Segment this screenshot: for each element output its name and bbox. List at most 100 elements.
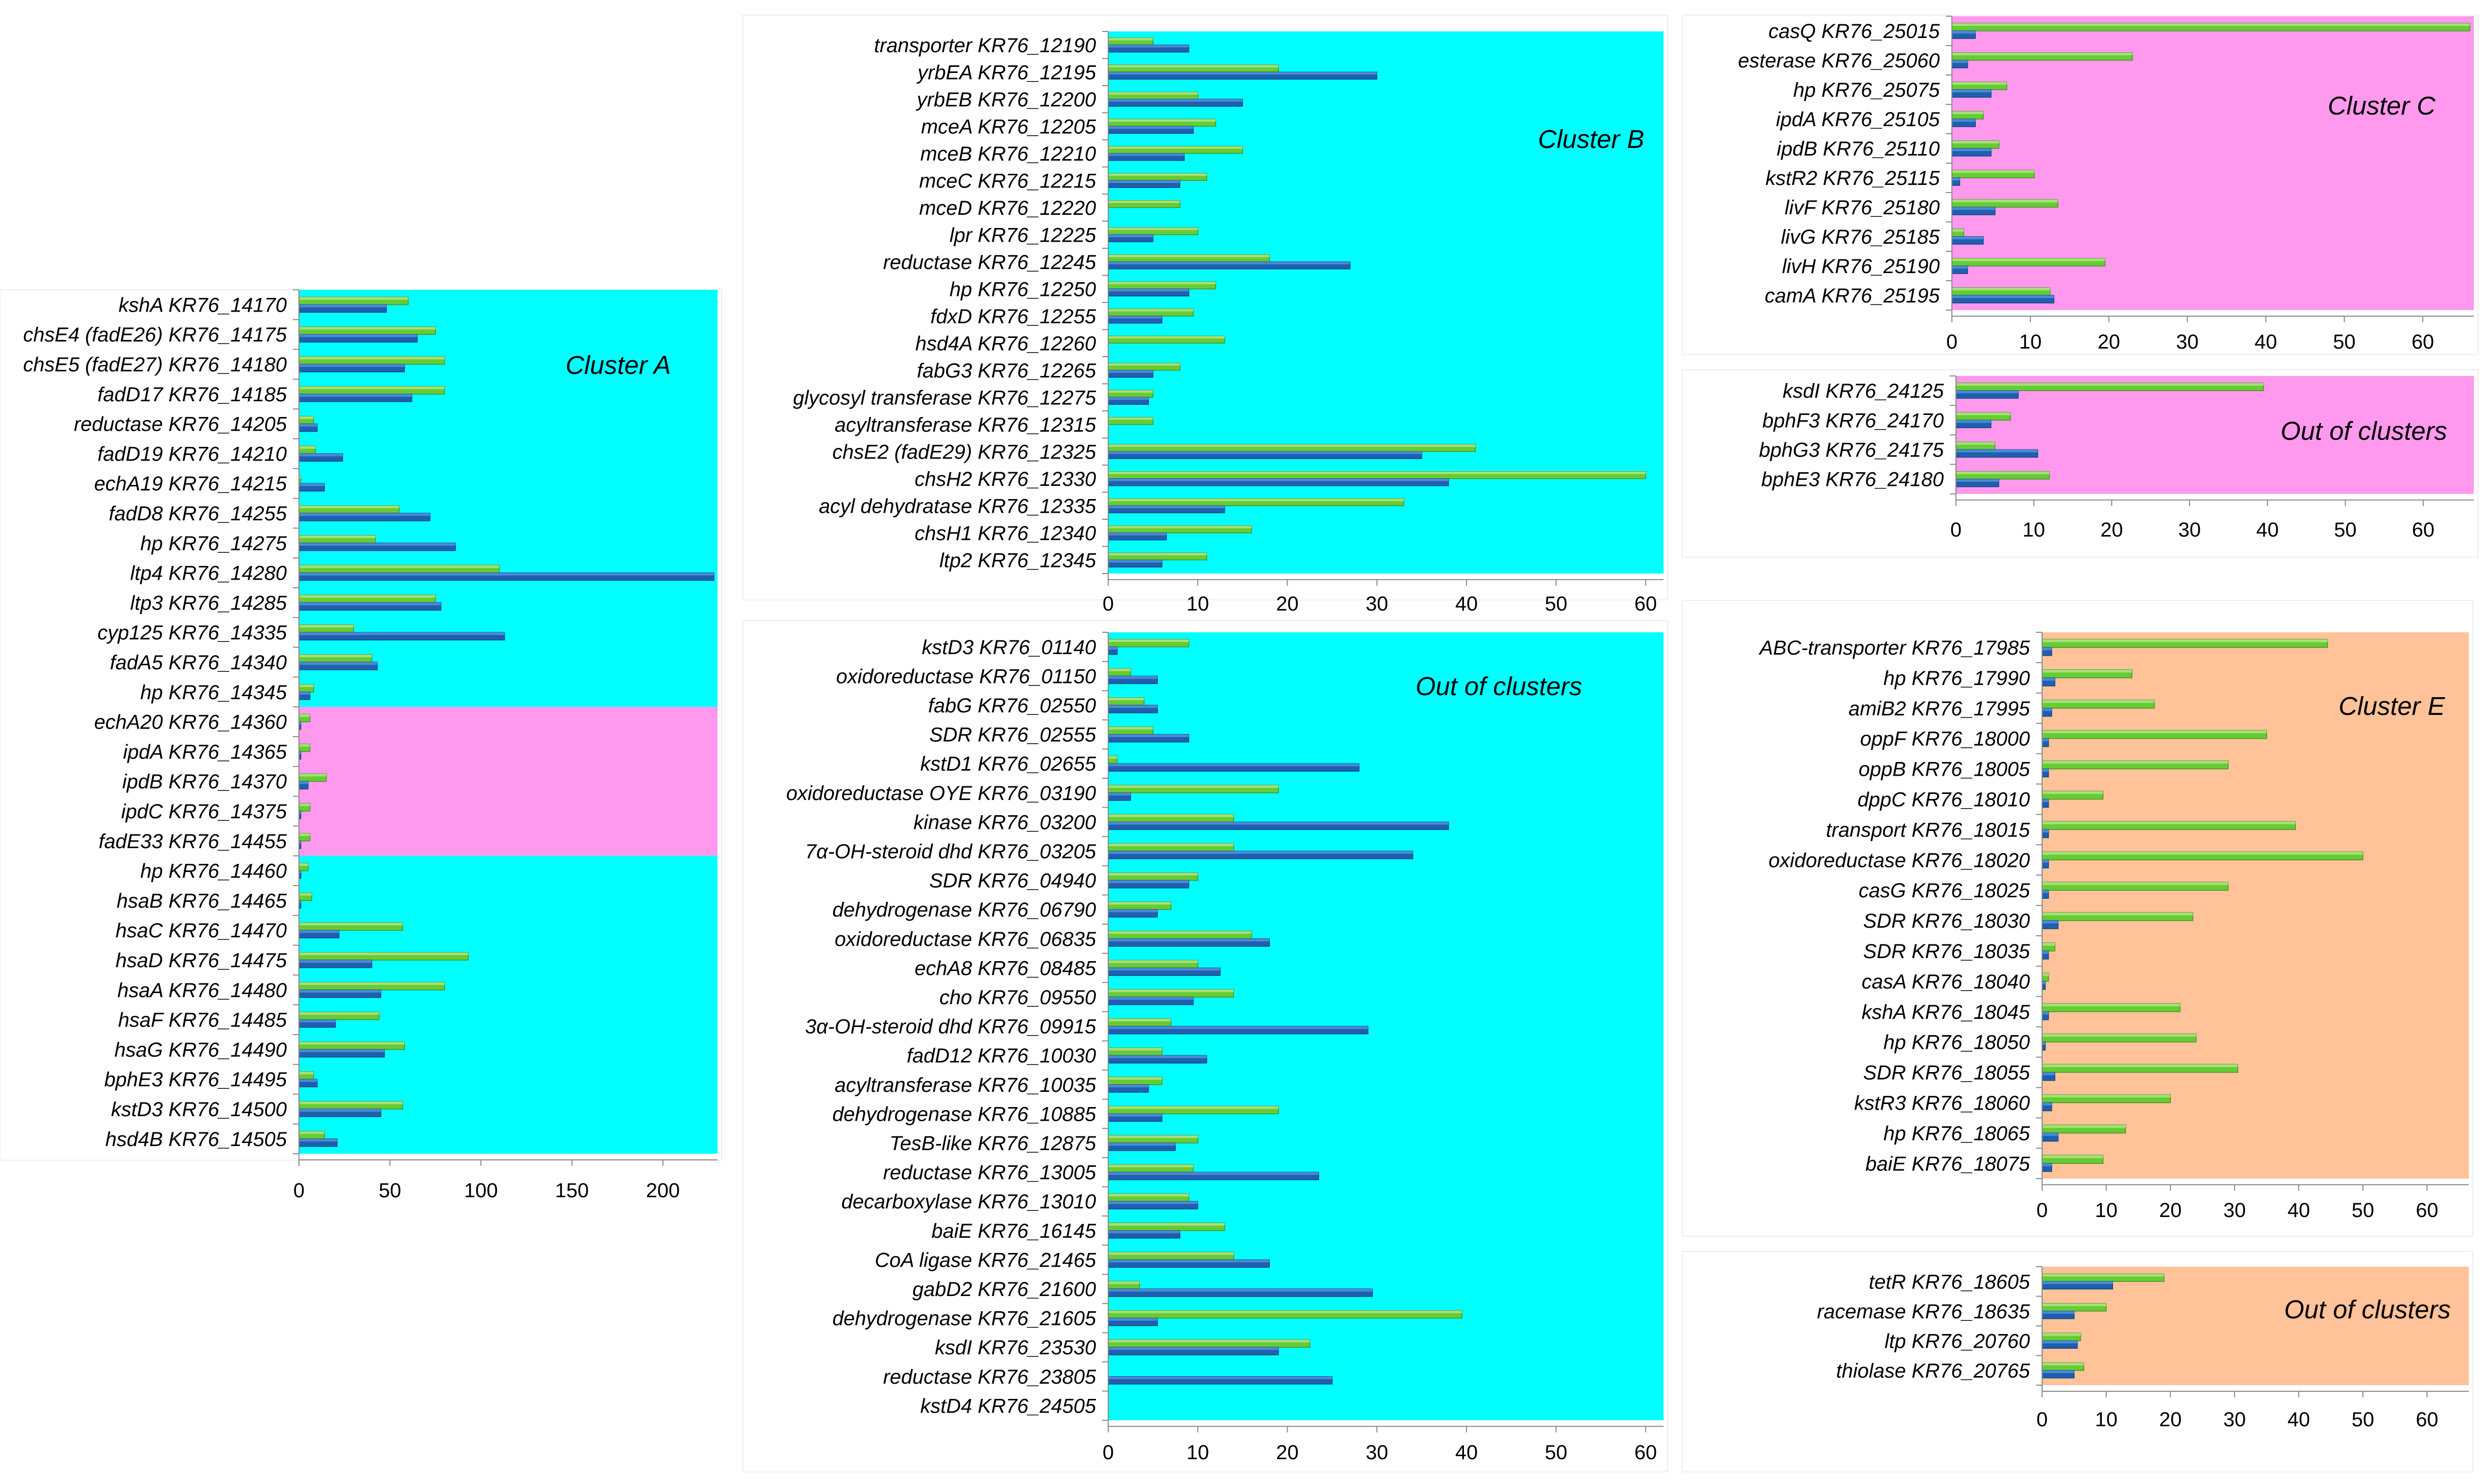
category-label: fdxD KR76_12255 [930, 306, 1097, 328]
bar-green-highlight [1108, 1048, 1162, 1051]
x-tick-label: 60 [2411, 331, 2434, 353]
bar-blue-highlight [1108, 1318, 1158, 1321]
category-label: racemase KR76_18635 [1817, 1301, 2030, 1323]
category-label: livF KR76_25180 [1785, 197, 1940, 219]
bar-blue-highlight [2042, 1011, 2049, 1015]
bar-blue-highlight [1108, 261, 1350, 264]
bar-blue-highlight [1952, 90, 1991, 93]
x-tick-label: 40 [2254, 331, 2277, 353]
bar-green-highlight [1108, 902, 1171, 905]
bar-green-highlight [1108, 1310, 1462, 1313]
bar-blue-highlight [1108, 1084, 1149, 1088]
category-label: kshA KR76_14170 [119, 294, 287, 316]
category-label: mceC KR76_12215 [919, 170, 1097, 192]
x-tick-label: 60 [1634, 1441, 1657, 1464]
category-label: bphF3 KR76_24170 [1762, 409, 1944, 432]
panel-out-of-clusters-top-right: ksdI KR76_24125 bphF3 KR76_24170 bphG3 KR7… [1682, 369, 2478, 558]
bar-green-highlight [1108, 1164, 1193, 1167]
category-label: transporter KR76_12190 [874, 34, 1096, 57]
bar-green-highlight [299, 655, 372, 658]
bar-blue-highlight [1108, 532, 1166, 536]
category-label: hp KR76_12250 [950, 278, 1096, 300]
bar-green-highlight [1108, 499, 1404, 502]
category-label: dehydrogenase KR76_06790 [833, 899, 1096, 921]
x-tick-label: 30 [2178, 519, 2201, 541]
bar-green-highlight [1108, 872, 1198, 876]
x-tick-label: 20 [2098, 331, 2121, 353]
category-label: echA8 KR76_08485 [915, 957, 1097, 979]
category-label: hp KR76_17990 [1883, 667, 2030, 690]
bar-blue-highlight [2042, 981, 2046, 984]
category-label: SDR KR76_18035 [1863, 940, 2030, 963]
bar-blue-highlight [1108, 1260, 1270, 1263]
category-label: glycosyl transferase KR76_12275 [793, 387, 1097, 409]
bar-green-highlight [2042, 791, 2103, 794]
panel-cluster-a: kshA KR76_14170 chsE4 (fadE26) KR76_14175… [0, 289, 722, 1202]
category-label: lpr KR76_12225 [950, 224, 1097, 246]
bar-blue-highlight [1108, 1055, 1207, 1058]
bar-blue-highlight [1108, 764, 1359, 767]
bar-blue-highlight [1108, 560, 1162, 563]
bar-green-highlight [1952, 288, 2050, 291]
bar-green-highlight [1956, 442, 1995, 445]
category-label: decarboxylase KR76_13010 [841, 1191, 1096, 1213]
category-label: ipdB KR76_25110 [1777, 138, 1940, 160]
category-label: chsH2 KR76_12330 [915, 468, 1096, 490]
category-label: hsaD KR76_14475 [116, 949, 287, 972]
bar-green-highlight [299, 684, 314, 688]
plot-background-orange [2042, 1267, 2469, 1385]
bar-blue-highlight [1952, 237, 1983, 240]
category-label: ltp4 KR76_14280 [130, 562, 287, 585]
bar-green-highlight [1952, 82, 2007, 85]
category-label: echA19 KR76_14215 [94, 473, 287, 495]
bar-green-highlight [1956, 412, 2011, 415]
panel-title: Cluster B [1538, 125, 1644, 154]
bar-green-highlight [2042, 1274, 2164, 1277]
bar-blue-highlight [1108, 1114, 1162, 1117]
bar-blue-highlight [1108, 99, 1243, 102]
category-label: oppB KR76_18005 [1859, 758, 2030, 781]
bar-blue-highlight [299, 662, 378, 665]
bar-green-highlight [2042, 882, 2229, 885]
bar-green-highlight [2042, 973, 2049, 976]
bar-green-highlight [299, 535, 375, 539]
bar-green-highlight [1108, 727, 1153, 730]
bar-green-highlight [1952, 111, 1983, 115]
category-label: dehydrogenase KR76_21605 [833, 1308, 1097, 1330]
category-label: reductase KR76_23805 [883, 1366, 1097, 1388]
x-tick-label: 50 [2352, 1199, 2374, 1222]
category-label: oppF KR76_18000 [1860, 728, 2030, 750]
bar-green-highlight [1108, 525, 1252, 528]
x-tick-label: 0 [2037, 1409, 2048, 1431]
bar-blue-highlight [299, 602, 441, 605]
bar-blue-highlight [299, 453, 343, 456]
bar-blue-highlight [1952, 148, 1991, 151]
panel-frame [1682, 600, 2473, 1237]
bar-blue-highlight [1108, 397, 1149, 400]
panel-title: Out of clusters [1416, 672, 1582, 701]
category-label: SDR KR76_04940 [929, 870, 1096, 892]
x-tick-label: 10 [2095, 1409, 2118, 1431]
category-label: hp KR76_14460 [140, 860, 287, 883]
category-label: hsd4A KR76_12260 [915, 332, 1096, 355]
x-tick-label: 0 [1103, 593, 1114, 615]
bar-green-highlight [2042, 700, 2155, 703]
category-label: kinase KR76_03200 [914, 811, 1096, 833]
bar-green-highlight [2042, 1034, 2196, 1037]
bar-green-highlight [299, 446, 316, 449]
x-tick-label: 50 [379, 1179, 401, 1202]
bar-blue-highlight [299, 900, 301, 903]
bar-blue-highlight [299, 781, 308, 784]
bar-green-highlight [1108, 960, 1198, 963]
category-label: ipdC KR76_14375 [121, 801, 287, 823]
category-label: ksdI KR76_24125 [1783, 380, 1944, 402]
category-label: yrbEB KR76_12200 [915, 89, 1096, 111]
x-tick-label: 60 [2416, 1409, 2438, 1431]
bar-green-highlight [1952, 53, 2133, 56]
category-label: cyp125 KR76_14335 [97, 622, 287, 644]
bar-blue-highlight [1108, 180, 1180, 183]
bar-green-highlight [1952, 170, 2034, 173]
bar-green-highlight [1108, 173, 1207, 176]
bar-blue-highlight [2042, 1311, 2075, 1314]
